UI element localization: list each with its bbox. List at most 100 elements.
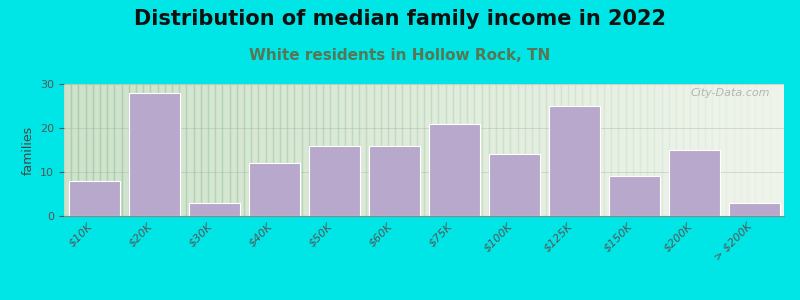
- Bar: [78, 84, 86, 216]
- Bar: [575, 84, 582, 216]
- Bar: [309, 84, 316, 216]
- Bar: [266, 84, 273, 216]
- Bar: [287, 84, 294, 216]
- Bar: [525, 84, 532, 216]
- Bar: [417, 84, 424, 216]
- Bar: [654, 84, 662, 216]
- Bar: [561, 84, 568, 216]
- Bar: [71, 84, 78, 216]
- Bar: [338, 84, 345, 216]
- Bar: [489, 154, 539, 216]
- Bar: [705, 84, 712, 216]
- Text: Distribution of median family income in 2022: Distribution of median family income in …: [134, 9, 666, 29]
- Bar: [352, 84, 359, 216]
- Bar: [381, 84, 388, 216]
- Bar: [122, 84, 129, 216]
- Bar: [726, 84, 734, 216]
- Bar: [669, 84, 676, 216]
- Bar: [662, 84, 669, 216]
- Bar: [359, 84, 366, 216]
- Bar: [136, 84, 143, 216]
- Bar: [165, 84, 172, 216]
- Bar: [546, 84, 554, 216]
- Bar: [582, 84, 590, 216]
- Bar: [474, 84, 482, 216]
- Bar: [172, 84, 179, 216]
- Bar: [626, 84, 633, 216]
- Bar: [189, 203, 239, 216]
- Bar: [647, 84, 654, 216]
- Bar: [309, 146, 359, 216]
- Bar: [741, 84, 748, 216]
- Bar: [280, 84, 287, 216]
- Bar: [201, 84, 208, 216]
- Bar: [503, 84, 510, 216]
- Bar: [698, 84, 705, 216]
- Bar: [388, 84, 395, 216]
- Bar: [374, 84, 381, 216]
- Bar: [609, 176, 659, 216]
- Bar: [554, 84, 561, 216]
- Bar: [64, 84, 71, 216]
- Bar: [431, 84, 438, 216]
- Bar: [86, 84, 93, 216]
- Bar: [640, 84, 647, 216]
- Bar: [186, 84, 194, 216]
- Text: White residents in Hollow Rock, TN: White residents in Hollow Rock, TN: [250, 48, 550, 63]
- Bar: [496, 84, 503, 216]
- Bar: [143, 84, 150, 216]
- Bar: [316, 84, 323, 216]
- Bar: [518, 84, 525, 216]
- Bar: [369, 146, 419, 216]
- Bar: [273, 84, 280, 216]
- Bar: [244, 84, 251, 216]
- Bar: [467, 84, 474, 216]
- Bar: [100, 84, 107, 216]
- Bar: [366, 84, 374, 216]
- Bar: [230, 84, 237, 216]
- Bar: [158, 84, 165, 216]
- Bar: [402, 84, 410, 216]
- Bar: [762, 84, 770, 216]
- Bar: [429, 124, 479, 216]
- Bar: [410, 84, 417, 216]
- Bar: [249, 163, 299, 216]
- Bar: [460, 84, 467, 216]
- Bar: [777, 84, 784, 216]
- Bar: [669, 150, 719, 216]
- Bar: [330, 84, 338, 216]
- Bar: [590, 84, 597, 216]
- Bar: [549, 106, 599, 216]
- Bar: [424, 84, 431, 216]
- Bar: [237, 84, 244, 216]
- Bar: [69, 181, 119, 216]
- Y-axis label: families: families: [22, 125, 34, 175]
- Bar: [633, 84, 640, 216]
- Bar: [510, 84, 518, 216]
- Bar: [719, 84, 726, 216]
- Bar: [712, 84, 719, 216]
- Bar: [604, 84, 611, 216]
- Bar: [107, 84, 114, 216]
- Bar: [748, 84, 755, 216]
- Bar: [676, 84, 683, 216]
- Bar: [729, 203, 779, 216]
- Bar: [93, 84, 100, 216]
- Bar: [194, 84, 201, 216]
- Bar: [129, 84, 136, 216]
- Bar: [683, 84, 690, 216]
- Bar: [597, 84, 604, 216]
- Bar: [438, 84, 446, 216]
- Bar: [294, 84, 302, 216]
- Bar: [251, 84, 258, 216]
- Bar: [770, 84, 777, 216]
- Bar: [532, 84, 539, 216]
- Bar: [734, 84, 741, 216]
- Bar: [395, 84, 402, 216]
- Bar: [129, 93, 179, 216]
- Bar: [611, 84, 618, 216]
- Bar: [489, 84, 496, 216]
- Bar: [482, 84, 489, 216]
- Text: City-Data.com: City-Data.com: [690, 88, 770, 98]
- Bar: [114, 84, 122, 216]
